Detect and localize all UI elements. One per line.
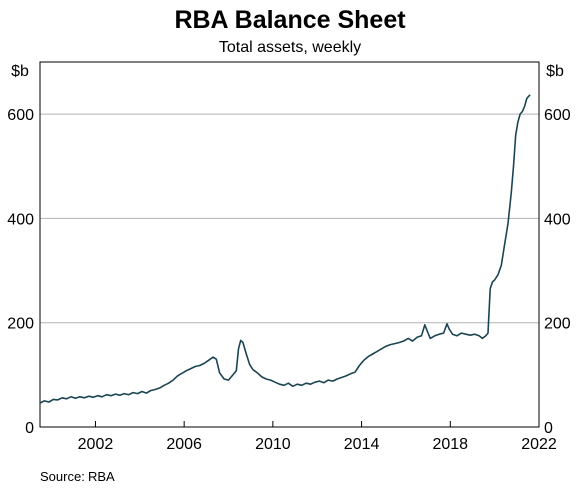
source-label: Source: [40, 469, 85, 484]
x-tick-2006: 2006 [166, 436, 202, 453]
x-tick-2002: 2002 [78, 436, 114, 453]
chart-title: RBA Balance Sheet [174, 6, 406, 34]
x-ticks: 2002 2006 2010 2014 2018 2022 [78, 421, 557, 453]
x-tick-2018: 2018 [432, 436, 468, 453]
y-tick-left-200: 200 [7, 316, 34, 333]
x-tick-2022: 2022 [521, 436, 557, 453]
chart-subtitle: Total assets, weekly [219, 39, 361, 56]
y-ticks-right: 0 200 400 600 [544, 107, 571, 437]
y-tick-right-600: 600 [544, 107, 571, 124]
y-tick-left-600: 600 [7, 107, 34, 124]
source-value: RBA [88, 469, 115, 484]
y-tick-right-400: 400 [544, 211, 571, 228]
plot-frame [39, 61, 540, 428]
x-tick-2014: 2014 [344, 436, 380, 453]
y-unit-right: $b [546, 63, 564, 80]
y-tick-left-400: 400 [7, 211, 34, 228]
y-unit-left: $b [11, 63, 29, 80]
y-tick-left-0: 0 [25, 420, 34, 437]
y-tick-right-0: 0 [544, 420, 553, 437]
y-tick-right-200: 200 [544, 316, 571, 333]
y-ticks-left: 0 200 400 600 [7, 107, 34, 437]
x-tick-2010: 2010 [255, 436, 291, 453]
gridlines [40, 113, 539, 324]
series-line [39, 94, 531, 404]
